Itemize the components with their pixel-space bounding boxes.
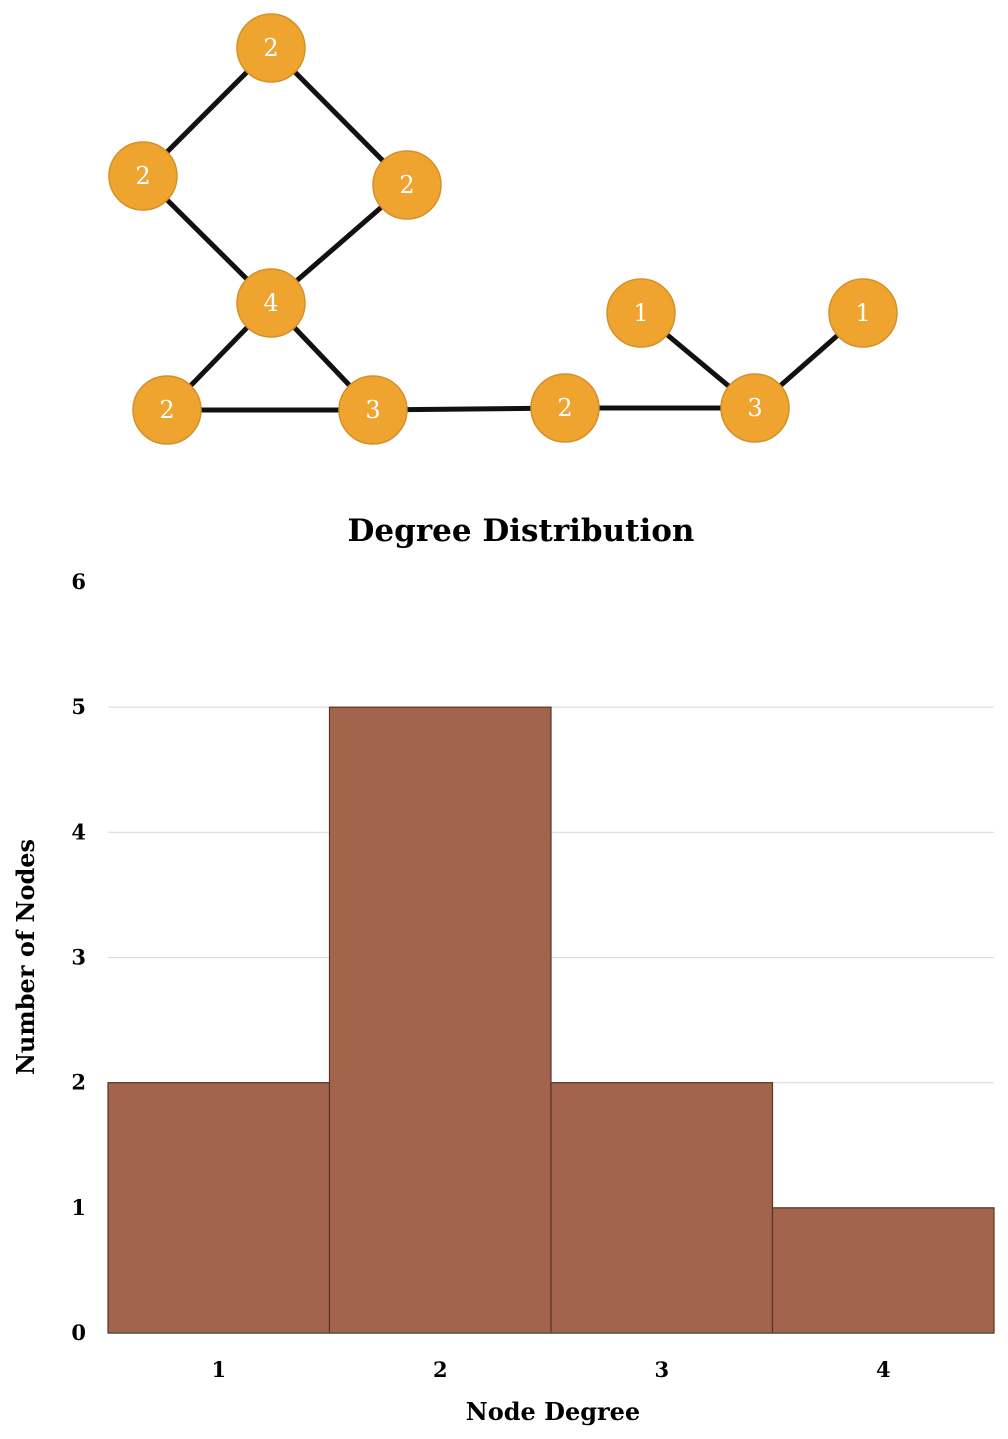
graph-node-circle [530, 373, 600, 443]
graph-node-label: 2 [557, 394, 572, 422]
y-tick-label: 5 [71, 694, 86, 719]
graph-node: 3 [720, 373, 790, 443]
graph-node-label: 2 [159, 396, 174, 424]
chart-bars [107, 706, 995, 1334]
graph-node-circle [372, 150, 442, 220]
x-axis-title: Node Degree [466, 1397, 640, 1426]
x-tick-label: 2 [433, 1357, 448, 1382]
y-tick-label: 0 [71, 1320, 86, 1345]
y-tick-label: 3 [71, 945, 86, 970]
graph-node: 1 [606, 278, 676, 348]
graph-node-label: 2 [263, 34, 278, 62]
graph-node-circle [108, 141, 178, 211]
graph-node-circle [828, 278, 898, 348]
graph-node: 2 [530, 373, 600, 443]
chart-title: Degree Distribution [348, 513, 695, 549]
graph-node-label: 1 [855, 299, 870, 327]
graph-node-label: 2 [399, 171, 414, 199]
network-graph: 2 2 2 4 2 3 2 1 1 3 [108, 13, 898, 445]
graph-node: 2 [372, 150, 442, 220]
graph-node: 4 [236, 268, 306, 338]
graph-node: 2 [236, 13, 306, 83]
y-tick-label: 1 [71, 1195, 86, 1220]
y-axis-title: Number of Nodes [11, 839, 40, 1075]
x-tick-labels: 1 2 3 4 [211, 1357, 890, 1382]
x-tick-label: 1 [211, 1357, 226, 1382]
graph-node: 2 [108, 141, 178, 211]
bar-2 [328, 706, 552, 1334]
graph-edges [140, 45, 866, 413]
graph-node-label: 2 [135, 162, 150, 190]
graph-node-circle [720, 373, 790, 443]
graph-node: 2 [132, 375, 202, 445]
graph-node-circle [236, 13, 306, 83]
graph-node-label: 3 [365, 396, 380, 424]
degree-distribution-chart: Degree Distribution 0 1 2 3 4 5 6 1 2 3 4 Node De… [11, 513, 995, 1426]
graph-node: 1 [828, 278, 898, 348]
graph-node-circle [606, 278, 676, 348]
graph-node-label: 3 [747, 394, 762, 422]
x-tick-label: 4 [876, 1357, 891, 1382]
bar-1 [107, 1082, 331, 1334]
graph-node-circle [236, 268, 306, 338]
y-tick-label: 4 [71, 819, 86, 844]
x-tick-label: 3 [654, 1357, 669, 1382]
y-tick-labels: 0 1 2 3 4 5 6 [71, 569, 86, 1345]
bar-3 [550, 1082, 774, 1334]
graph-nodes: 2 2 2 4 2 3 2 1 1 3 [108, 13, 898, 445]
graph-node-label: 1 [633, 299, 648, 327]
bar-4 [771, 1207, 995, 1334]
graph-node-label: 4 [263, 289, 278, 317]
graph-node-circle [132, 375, 202, 445]
y-tick-label: 6 [71, 569, 86, 594]
y-tick-label: 2 [71, 1070, 86, 1095]
graph-node: 3 [338, 375, 408, 445]
graph-node-circle [338, 375, 408, 445]
